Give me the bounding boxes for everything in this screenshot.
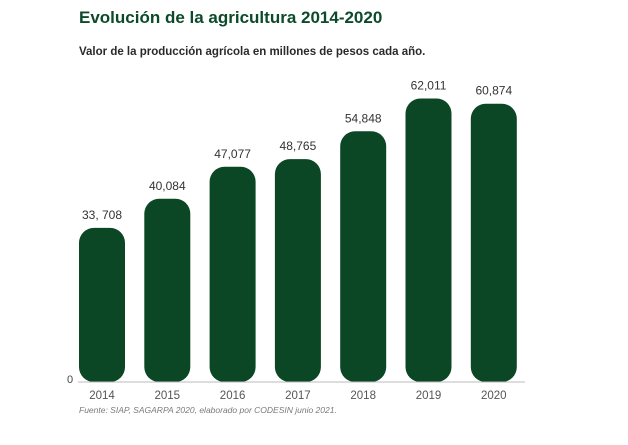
data-label-2017: 48,765 xyxy=(280,139,317,153)
bars-group xyxy=(79,98,517,382)
x-tick-2019: 2019 xyxy=(416,390,442,402)
data-label-2018: 54,848 xyxy=(345,111,382,125)
x-tick-2014: 2014 xyxy=(89,390,115,402)
x-ticks-group: 2014 2015 2016 2017 2018 2019 2020 xyxy=(89,390,506,402)
x-tick-2015: 2015 xyxy=(155,390,181,402)
data-label-2019: 62,011 xyxy=(411,79,447,93)
data-labels-group: 33, 708 40,084 47,077 48,765 54,848 62,011 60,… xyxy=(82,79,513,222)
data-label-2014: 33, 708 xyxy=(82,208,122,222)
bar-2017 xyxy=(274,159,321,382)
chart-subtitle: Valor de la producción agrícola en millo… xyxy=(79,46,426,58)
bar-2014 xyxy=(79,227,125,382)
data-label-2016: 47,077 xyxy=(214,147,251,161)
y-axis-tick-zero: 0 xyxy=(67,374,73,386)
bar-2018 xyxy=(340,131,387,382)
x-tick-2017: 2017 xyxy=(285,390,311,402)
bar-2016 xyxy=(209,166,256,382)
bar-2020 xyxy=(470,103,517,382)
source-note: Fuente: SIAP, SAGARPA 2020, elaborado po… xyxy=(79,405,337,415)
bar-2019 xyxy=(405,98,452,382)
data-label-2020: 60,874 xyxy=(475,84,512,98)
data-label-2015: 40,084 xyxy=(149,179,186,193)
x-tick-2020: 2020 xyxy=(481,390,507,402)
x-tick-2018: 2018 xyxy=(350,390,376,402)
chart-title: Evolución de la agricultura 2014-2020 xyxy=(79,8,383,27)
x-tick-2016: 2016 xyxy=(220,390,246,402)
bar-2015 xyxy=(144,198,191,382)
